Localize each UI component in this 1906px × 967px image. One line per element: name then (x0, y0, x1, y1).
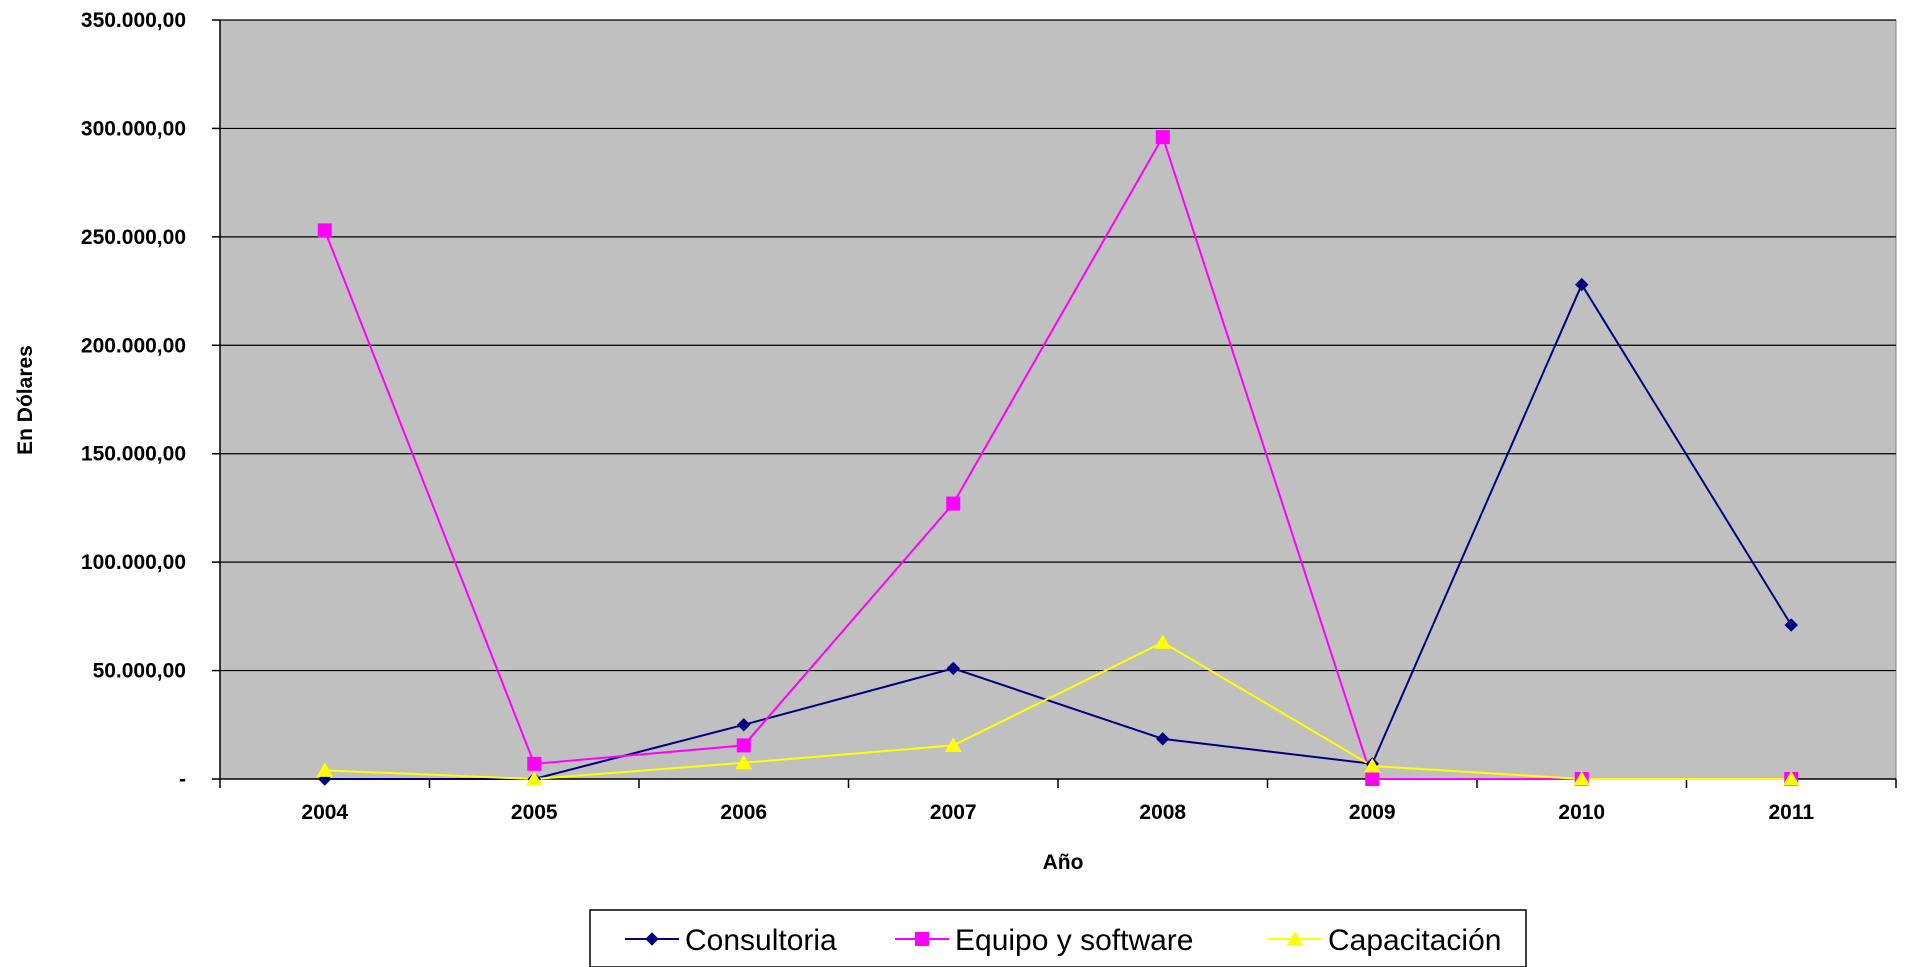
legend-marker (645, 932, 659, 946)
data-point (946, 496, 961, 511)
y-tick-label: 150.000,00 (81, 443, 186, 466)
x-axis-ticks: 2004 2005 2006 2007 2008 2009 2010 2011 (301, 801, 1814, 824)
legend: Consultoria Equipo y software Capacitación (589, 909, 1527, 967)
x-tick-label: 2006 (720, 801, 767, 824)
series-1 (323, 134, 1792, 780)
x-tick-label: 2004 (301, 801, 348, 824)
x-axis-title: Año (1043, 851, 1084, 874)
data-point (736, 738, 751, 753)
series-markers-0 (318, 277, 1798, 786)
series-line (323, 134, 1792, 780)
legend-marker (1286, 930, 1304, 946)
legend-label: Consultoria (685, 924, 837, 957)
series-2 (324, 641, 1792, 781)
x-tick-label: 2011 (1768, 801, 1814, 824)
series-markers-2 (316, 634, 1800, 786)
series-line (324, 641, 1792, 781)
series-0 (324, 282, 1793, 780)
data-point (946, 661, 960, 676)
data-point (316, 762, 334, 777)
data-point (1156, 732, 1170, 746)
legend-label: Capacitación (1328, 924, 1501, 957)
data-point (317, 223, 332, 238)
y-tick-label: 350.000,00 (81, 9, 186, 32)
legend-entry: Capacitación (1268, 924, 1501, 957)
data-point (1155, 130, 1170, 145)
gridlines (220, 19, 1896, 672)
data-point (1573, 770, 1591, 786)
x-tick-label: 2009 (1349, 801, 1396, 824)
legend-marker (915, 932, 929, 946)
legend-entry: Consultoria (625, 924, 837, 957)
data-point (1782, 770, 1800, 786)
data-point (525, 770, 543, 786)
data-point (737, 718, 751, 732)
data-point (1365, 772, 1380, 786)
data-point (735, 754, 753, 770)
data-point (1154, 634, 1172, 649)
x-tick-label: 2010 (1558, 801, 1605, 824)
y-tick-label: 250.000,00 (81, 226, 186, 249)
data-point (1575, 277, 1589, 292)
y-tick-label: - (179, 768, 186, 791)
y-tick-label: 300.000,00 (81, 117, 186, 140)
x-tick-label: 2007 (930, 801, 977, 824)
x-tick-label: 2005 (511, 801, 558, 824)
plot-area (219, 19, 1897, 780)
data-point (1363, 757, 1381, 773)
legend-box (589, 909, 1527, 967)
data-point (1784, 618, 1798, 632)
data-point (527, 756, 542, 771)
data-point (944, 737, 962, 752)
y-axis-title: En Dólares (14, 345, 37, 455)
y-tick-label: 100.000,00 (81, 551, 186, 574)
series-line (324, 282, 1793, 780)
x-tick-label: 2008 (1139, 801, 1186, 824)
series-layer (316, 130, 1800, 786)
legend-entry: Equipo y software (895, 924, 1193, 957)
y-axis-ticks: - 50.000,00 100.000,00 150.000,00 200.000,00… (81, 9, 186, 791)
legend-label: Equipo y software (955, 924, 1193, 957)
y-tick-label: 200.000,00 (81, 334, 186, 357)
y-tick-label: 50.000,00 (93, 660, 186, 683)
